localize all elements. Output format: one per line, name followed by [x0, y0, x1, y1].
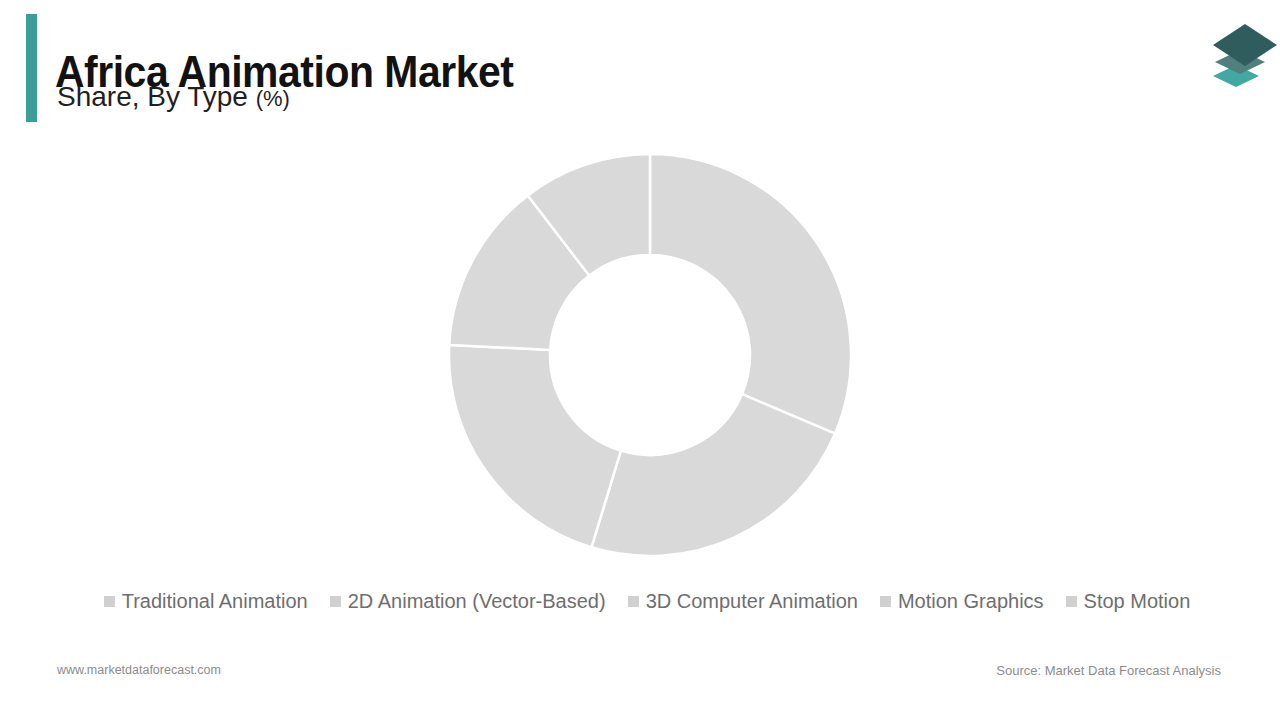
page: { "header": { "title": "Africa Animation…	[0, 0, 1280, 720]
legend-item: Traditional Animation	[104, 590, 308, 613]
title-accent-bar	[26, 14, 37, 122]
donut-chart	[440, 145, 860, 565]
legend-label: Motion Graphics	[898, 590, 1044, 613]
legend-label: 2D Animation (Vector-Based)	[348, 590, 606, 613]
legend-item: 2D Animation (Vector-Based)	[330, 590, 606, 613]
donut-segment	[650, 154, 851, 434]
chart-legend: Traditional Animation 2D Animation (Vect…	[0, 590, 1280, 613]
legend-marker-icon	[628, 596, 639, 607]
footer-source: Source: Market Data Forecast Analysis	[996, 663, 1221, 678]
legend-item: 3D Computer Animation	[628, 590, 858, 613]
subtitle-unit: (%)	[256, 86, 290, 111]
legend-marker-icon	[1066, 596, 1077, 607]
subtitle-text: Share, By Type	[57, 81, 248, 112]
footer-website: www.marketdataforecast.com	[57, 663, 221, 677]
layers-icon	[1213, 24, 1277, 87]
donut-segment	[592, 394, 835, 556]
legend-marker-icon	[880, 596, 891, 607]
legend-marker-icon	[104, 596, 115, 607]
legend-label: 3D Computer Animation	[646, 590, 858, 613]
company-logo	[1203, 20, 1279, 92]
legend-label: Traditional Animation	[122, 590, 308, 613]
donut-segment	[449, 345, 621, 547]
legend-item: Stop Motion	[1066, 590, 1191, 613]
legend-item: Motion Graphics	[880, 590, 1044, 613]
page-subtitle: Share, By Type (%)	[57, 81, 290, 113]
legend-label: Stop Motion	[1084, 590, 1191, 613]
legend-marker-icon	[330, 596, 341, 607]
